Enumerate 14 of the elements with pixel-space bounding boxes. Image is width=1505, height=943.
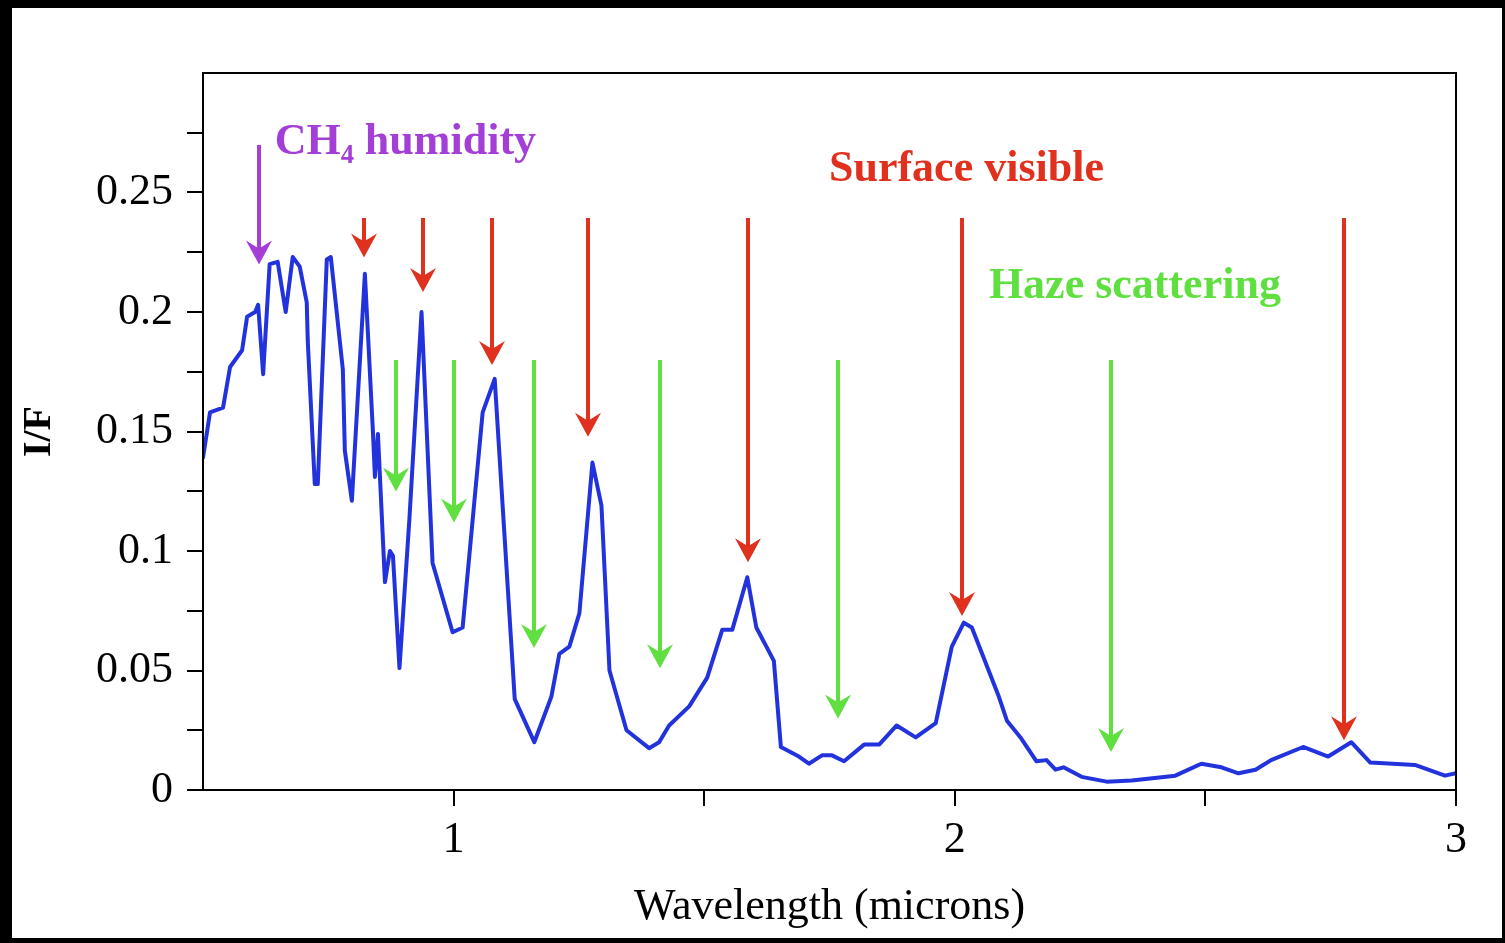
y-tick-label: 0 xyxy=(151,762,173,812)
y-tick-label: 0.25 xyxy=(96,165,173,215)
y-tick-label: 0.2 xyxy=(118,284,173,334)
y-tick-label: 0.15 xyxy=(96,404,173,454)
x-tick-label: 2 xyxy=(943,812,966,862)
y-tick-label: 0.05 xyxy=(96,643,173,693)
x-tick-label: 1 xyxy=(442,812,465,862)
y-tick-label: 0.1 xyxy=(118,523,173,573)
x-axis-title: Wavelength (microns) xyxy=(633,880,1026,930)
y-axis-title: I/F xyxy=(14,405,60,458)
x-tick-label: 3 xyxy=(1445,812,1467,862)
annotation: Surface visible xyxy=(829,141,1104,191)
annotation: CH₄ humidity xyxy=(274,115,537,165)
annotation: Haze scattering xyxy=(988,258,1281,308)
